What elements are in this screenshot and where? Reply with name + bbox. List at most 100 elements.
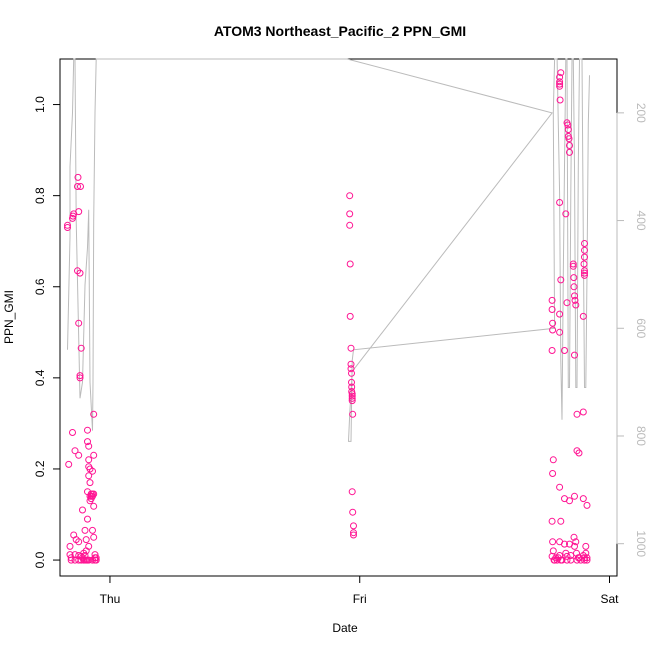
data-point — [556, 82, 564, 90]
data-point — [75, 319, 83, 327]
data-point — [571, 296, 579, 304]
data-point — [549, 319, 557, 327]
right-tick-label: 400 — [634, 211, 648, 231]
data-point — [348, 392, 356, 400]
data-point — [572, 301, 580, 309]
data-point — [562, 210, 570, 218]
data-point — [75, 451, 83, 459]
data-point — [556, 199, 564, 206]
ppn-series — [64, 69, 591, 564]
data-point — [556, 80, 564, 88]
data-point — [85, 542, 93, 550]
data-point — [571, 292, 578, 300]
x-axis-label: Date — [332, 621, 358, 635]
data-point — [581, 271, 588, 279]
data-point — [348, 394, 356, 402]
data-point — [90, 502, 98, 510]
right-tick-label: 1000 — [634, 530, 648, 557]
data-point — [582, 542, 590, 550]
data-point — [548, 306, 556, 313]
data-point — [583, 501, 591, 509]
data-point — [347, 344, 355, 352]
data-point — [569, 262, 577, 270]
x-tick-label: Fri — [353, 592, 367, 606]
right-tick-label: 200 — [634, 103, 648, 123]
chart-title: ATOM3 Northeast_Pacific_2 PPN_GMI — [214, 23, 466, 39]
data-point — [556, 328, 564, 336]
data-point — [569, 260, 577, 268]
data-point — [71, 447, 79, 455]
data-point — [581, 240, 588, 247]
data-point — [89, 467, 96, 475]
data-point — [549, 547, 557, 555]
data-point — [74, 173, 82, 181]
y-tick-label: 0.2 — [33, 460, 47, 477]
data-point — [558, 556, 566, 564]
data-point — [85, 456, 93, 464]
y-axis-label: PPN_GMI — [2, 290, 16, 344]
data-point — [583, 556, 591, 564]
data-point — [571, 492, 578, 500]
data-point — [556, 73, 564, 81]
y-tick-label: 1.0 — [33, 96, 47, 113]
data-point — [349, 508, 357, 516]
data-point — [90, 533, 98, 541]
data-point — [563, 299, 571, 307]
data-point — [549, 470, 557, 477]
data-point — [561, 540, 568, 548]
data-point — [567, 552, 575, 559]
data-point — [348, 397, 356, 405]
data-point — [566, 148, 573, 156]
data-point — [348, 488, 356, 496]
data-point — [581, 267, 588, 275]
data-point — [548, 517, 556, 525]
data-point — [556, 310, 564, 318]
data-point — [564, 121, 572, 129]
data-point — [86, 479, 94, 487]
data-point — [564, 126, 572, 134]
data-point — [84, 438, 91, 446]
data-point — [573, 410, 581, 418]
data-point — [566, 142, 573, 149]
y-tick-label: 0.6 — [33, 278, 47, 295]
data-point — [579, 408, 587, 416]
data-point — [81, 526, 89, 534]
data-point — [579, 495, 587, 503]
data-point — [69, 429, 76, 436]
data-point — [65, 460, 73, 468]
data-point — [563, 552, 571, 560]
pressure-line — [67, 58, 590, 442]
data-point — [348, 369, 355, 377]
data-point — [89, 526, 96, 534]
data-point — [581, 253, 588, 261]
axes: 0.0 0.2 0.4 0.6 0.8 1.0 Thu Fri Sat 200 400 600 800 1… — [33, 96, 648, 606]
data-point — [581, 269, 588, 277]
data-point — [346, 210, 354, 218]
data-point — [548, 347, 556, 354]
data-point — [350, 531, 357, 539]
data-point — [90, 490, 98, 498]
data-point — [579, 312, 587, 320]
data-point — [570, 533, 578, 541]
right-tick-label: 800 — [634, 426, 648, 446]
data-point — [84, 515, 91, 523]
data-point — [77, 344, 85, 352]
data-point — [583, 554, 591, 562]
data-point — [75, 208, 83, 216]
data-point — [66, 542, 74, 550]
data-point — [557, 69, 565, 77]
data-point — [347, 365, 355, 373]
x-tick-label: Thu — [100, 592, 121, 606]
data-point — [566, 497, 573, 505]
data-point — [565, 135, 573, 143]
y-tick-label: 0.0 — [33, 551, 47, 568]
data-point — [563, 556, 571, 564]
data-point — [90, 410, 98, 418]
data-point — [90, 451, 98, 459]
data-point — [347, 360, 355, 368]
data-point — [77, 183, 84, 190]
data-point — [570, 274, 578, 282]
data-point — [76, 374, 84, 382]
data-point — [346, 260, 354, 268]
